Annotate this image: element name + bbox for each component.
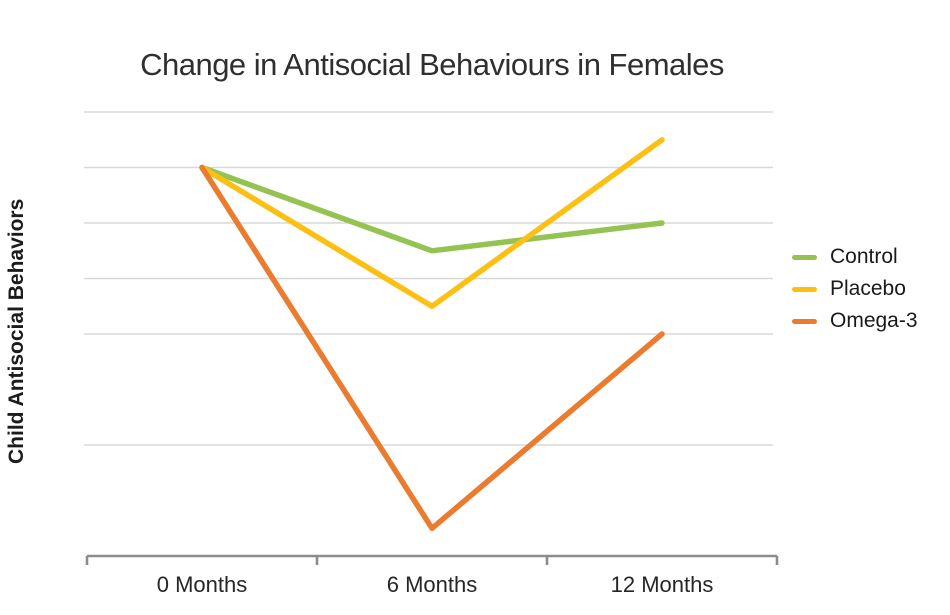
y-axis-label: Child Antisocial Behaviors bbox=[5, 198, 28, 464]
legend-swatch-omega3 bbox=[792, 318, 817, 324]
legend-swatch-control bbox=[792, 254, 817, 260]
legend-item-placebo: Placebo bbox=[792, 273, 918, 305]
legend-label-omega3: Omega-3 bbox=[830, 309, 918, 332]
chart-title: Change in Antisocial Behaviours in Femal… bbox=[140, 46, 724, 82]
x-tick-label-6-months: 6 Months bbox=[386, 572, 478, 597]
legend: Control Placebo Omega-3 bbox=[792, 241, 918, 337]
legend-item-omega3: Omega-3 bbox=[792, 305, 918, 337]
x-tick-label-0-months: 0 Months bbox=[156, 572, 248, 597]
legend-swatch-placebo bbox=[792, 286, 817, 292]
legend-label-control: Control bbox=[830, 245, 898, 268]
legend-label-placebo: Placebo bbox=[830, 277, 906, 300]
x-tick-label-12-months: 12 Months bbox=[610, 572, 714, 597]
legend-item-control: Control bbox=[792, 241, 918, 273]
